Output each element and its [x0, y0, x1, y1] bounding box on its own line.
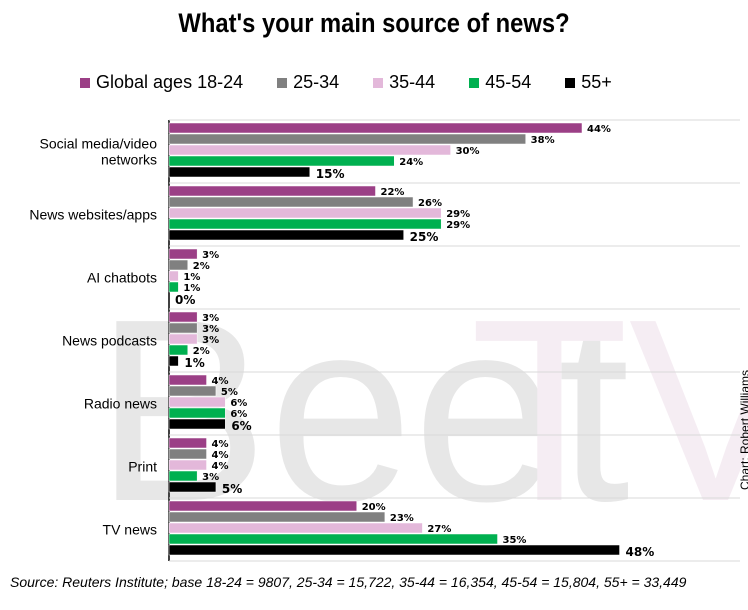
data-label: 29% — [446, 220, 470, 231]
legend-label: 25-34 — [293, 72, 340, 92]
data-label: 6% — [230, 409, 247, 420]
data-label: 6% — [231, 419, 251, 433]
legend-swatch — [277, 77, 288, 88]
category-label: AI chatbots — [87, 270, 157, 286]
data-label: 20% — [362, 502, 386, 513]
data-label: 26% — [418, 198, 442, 209]
bar — [168, 122, 583, 134]
bar — [168, 311, 198, 323]
legend-label: 45-54 — [485, 72, 532, 92]
data-label: 5% — [221, 387, 238, 398]
category-label: TV news — [103, 522, 157, 538]
bar — [168, 500, 357, 512]
category-label: Print — [128, 459, 157, 475]
bar — [168, 459, 207, 471]
data-label: 1% — [184, 356, 204, 370]
data-label: 35% — [503, 535, 527, 546]
data-label: 4% — [212, 439, 229, 450]
legend-swatch — [80, 77, 90, 88]
data-label: 2% — [193, 261, 210, 272]
bar — [168, 218, 442, 230]
legend-swatch — [469, 77, 480, 88]
data-label: 48% — [626, 545, 655, 559]
chart-title: What's your main source of news? — [178, 8, 570, 38]
data-label: 6% — [230, 398, 247, 409]
legend-item: Global ages 18-24 — [80, 72, 243, 93]
legend-label: Global ages 18-24 — [96, 72, 244, 92]
bar — [168, 355, 179, 367]
legend-swatch — [373, 77, 384, 88]
source-note: Source: Reuters Institute; base 18-24 = … — [10, 574, 687, 590]
bar — [168, 185, 376, 197]
data-label: 27% — [427, 524, 451, 535]
bar — [168, 281, 179, 293]
data-label: 3% — [202, 324, 219, 335]
bar — [168, 481, 217, 493]
data-label: 3% — [202, 335, 219, 346]
bar — [168, 207, 442, 219]
bar — [168, 374, 207, 386]
data-label: 1% — [183, 283, 200, 294]
bar — [168, 470, 198, 482]
data-label: 4% — [212, 461, 229, 472]
data-label: 0% — [175, 293, 195, 307]
bar — [168, 133, 526, 145]
data-label: 2% — [193, 346, 210, 357]
bar — [168, 270, 179, 282]
svg-text:TV: TV — [470, 266, 748, 556]
category-label: networks — [101, 152, 157, 168]
bar — [168, 322, 198, 334]
data-label: 22% — [381, 187, 405, 198]
category-label: Social media/video — [39, 136, 157, 152]
chart-credit: Chart: Robert Williams — [738, 369, 748, 490]
bar — [168, 407, 226, 419]
legend-swatch — [565, 77, 576, 88]
legend-item: 35-44 — [373, 72, 435, 93]
bar — [168, 229, 404, 241]
data-label: 38% — [531, 135, 555, 146]
bar — [168, 522, 423, 534]
bar — [168, 448, 207, 460]
legend-item: 45-54 — [469, 72, 531, 93]
data-label: 3% — [202, 250, 219, 261]
bar — [168, 333, 198, 345]
data-label: 4% — [212, 376, 229, 387]
bar — [168, 533, 498, 545]
legend-item: 55+ — [565, 72, 612, 93]
data-label: 4% — [212, 450, 229, 461]
data-label: 3% — [202, 472, 219, 483]
bar — [168, 544, 620, 556]
bar — [168, 344, 189, 356]
data-label: 1% — [183, 272, 200, 283]
bar — [168, 418, 226, 430]
bar — [168, 248, 198, 260]
data-label: 15% — [316, 167, 345, 181]
bar — [168, 385, 217, 397]
data-label: 5% — [222, 482, 242, 496]
bar — [168, 166, 311, 178]
data-label: 29% — [446, 209, 470, 220]
bar — [168, 155, 395, 167]
bar — [168, 437, 207, 449]
legend-label: 35-44 — [389, 72, 436, 92]
legend-item: 25-34 — [277, 72, 339, 93]
data-label: 3% — [202, 313, 219, 324]
legend: Global ages 18-24 25-34 35-44 45-54 55+ — [80, 72, 646, 93]
data-label: 25% — [410, 230, 439, 244]
data-label: 30% — [456, 146, 480, 157]
category-label: Radio news — [84, 396, 157, 412]
category-label: News podcasts — [62, 333, 157, 349]
bar — [168, 144, 451, 156]
bar — [168, 511, 386, 523]
data-label: 23% — [390, 513, 414, 524]
bar — [168, 259, 189, 271]
bar — [168, 196, 414, 208]
data-label: 44% — [587, 124, 611, 135]
category-label: News websites/apps — [29, 207, 157, 223]
bar — [168, 396, 226, 408]
data-label: 24% — [399, 157, 423, 168]
legend-label: 55+ — [581, 72, 612, 92]
